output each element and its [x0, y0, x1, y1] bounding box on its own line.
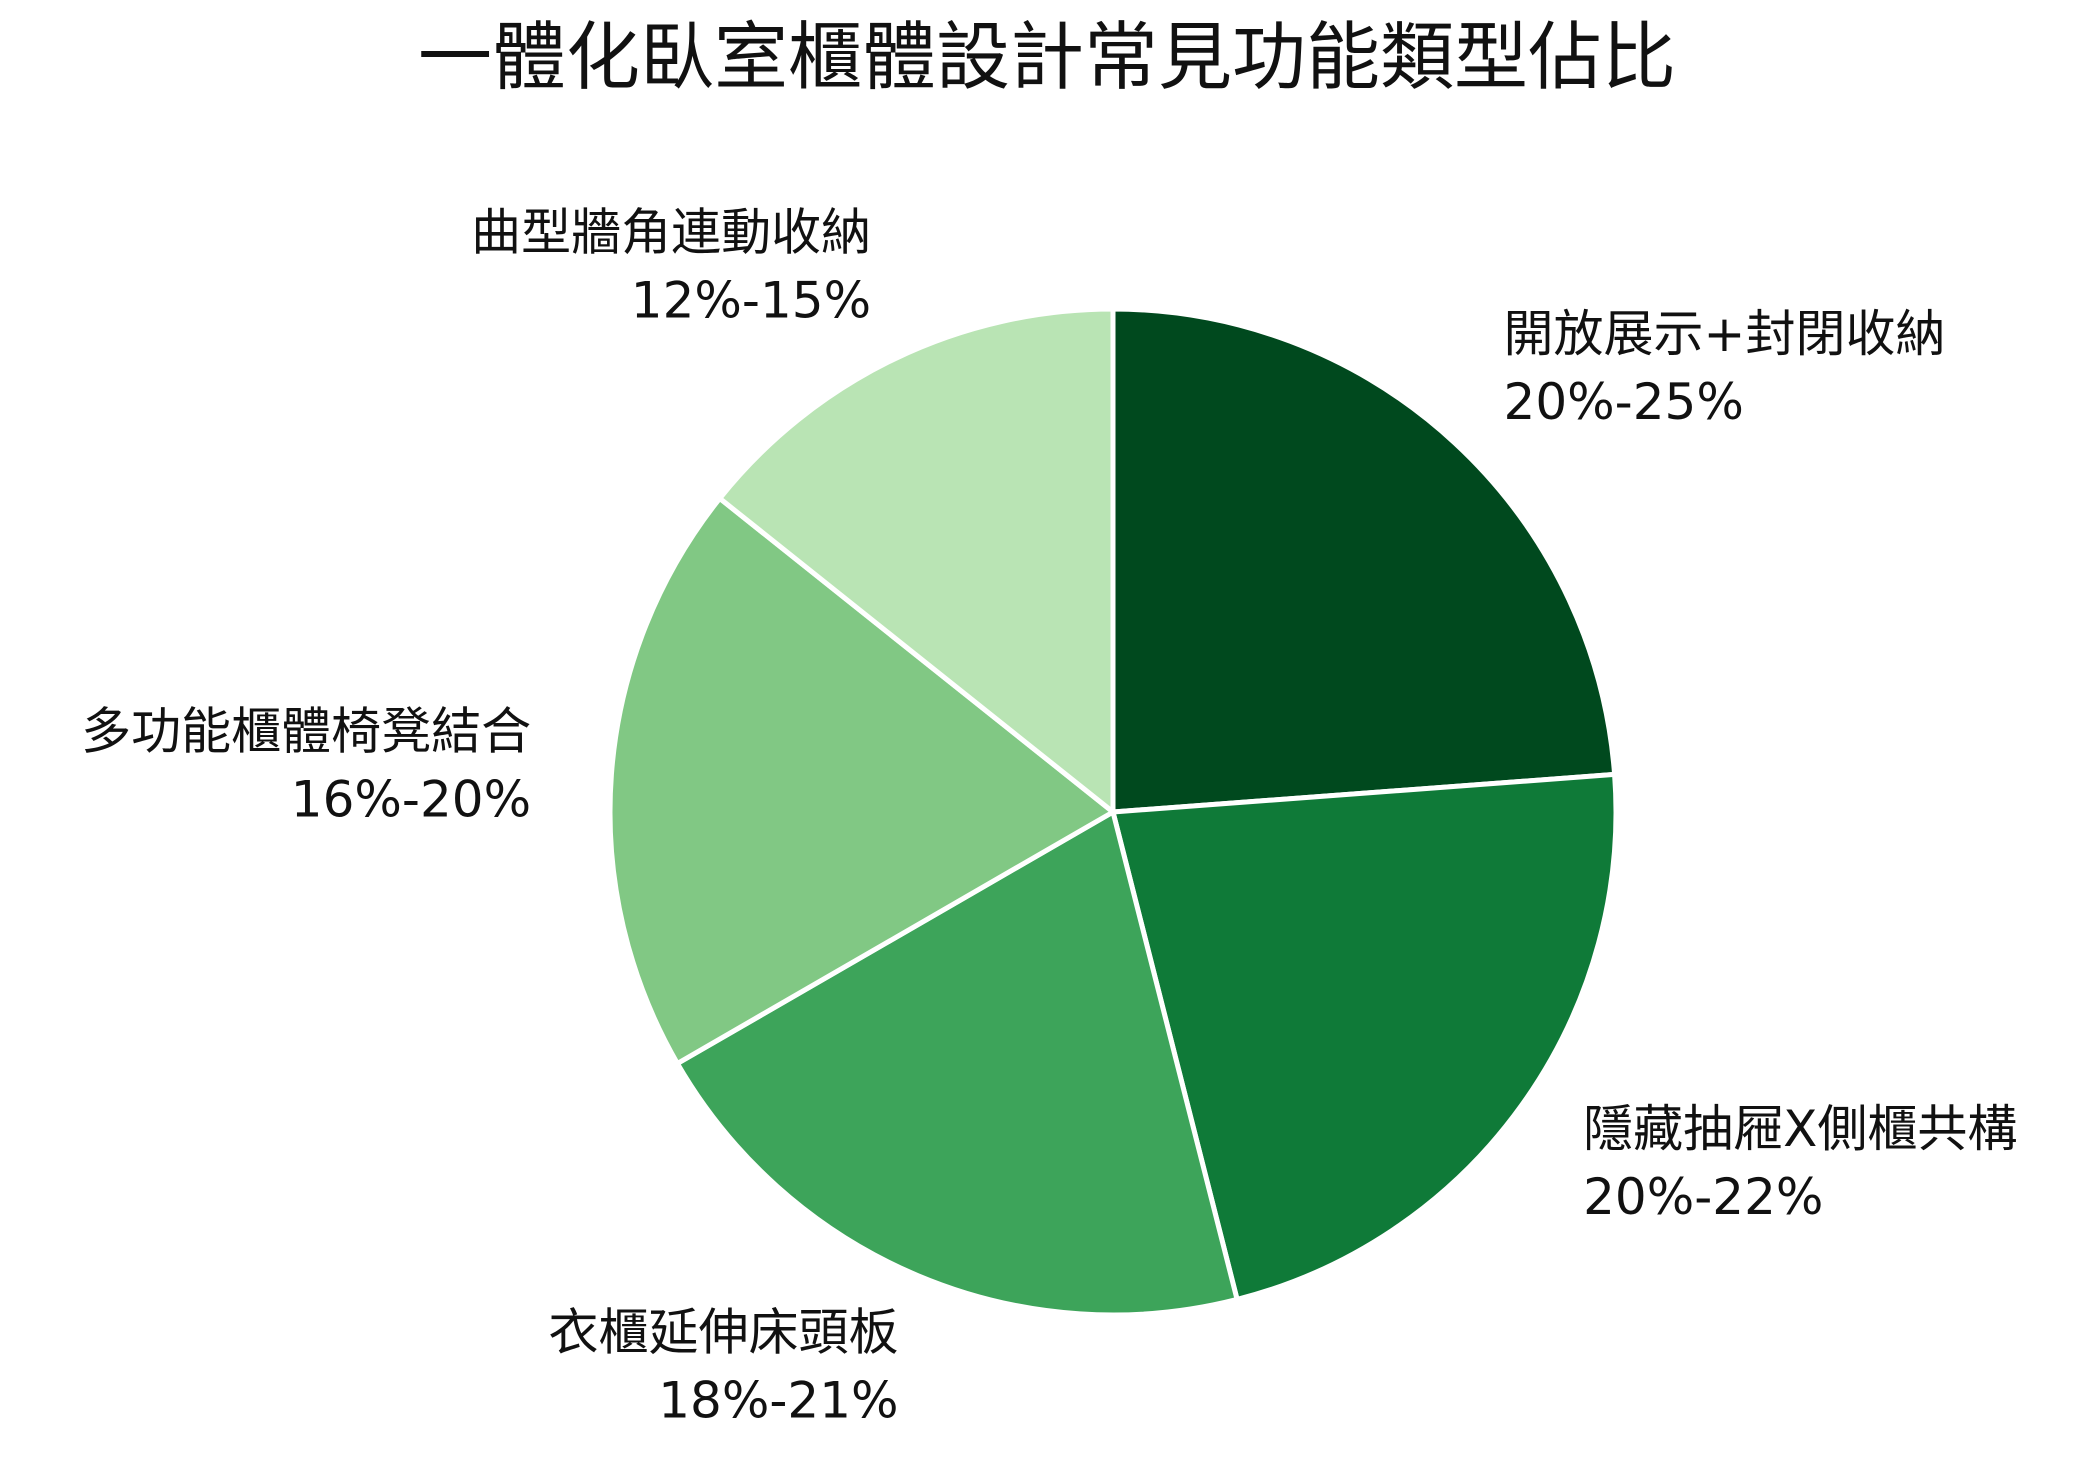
- pie-slice: [607, 494, 1118, 1067]
- pie-slice: [1110, 306, 1618, 815]
- slice-value-label: 20%-22%: [1583, 1168, 1823, 1226]
- slice-label: 開放展示+封閉收納: [1504, 305, 1946, 363]
- slice-label: 隱藏抽屜X側櫃共構: [1583, 1100, 2017, 1158]
- pie-slice: [673, 808, 1241, 1318]
- slice-label: 曲型牆角連動收納: [471, 204, 871, 262]
- pie-slice: [716, 306, 1116, 818]
- slice-label: 衣櫃延伸床頭板: [549, 1304, 899, 1362]
- pie-slice: [1109, 771, 1619, 1303]
- slice-value-label: 16%-20%: [291, 770, 531, 828]
- chart-title: 一體化臥室櫃體設計常見功能類型佔比: [418, 15, 1676, 101]
- slice-value-label: 20%-25%: [1504, 373, 1744, 431]
- slice-value-label: 12%-15%: [631, 272, 871, 330]
- slice-value-label: 18%-21%: [658, 1372, 898, 1430]
- slice-label: 多功能櫃體椅凳結合: [81, 702, 531, 760]
